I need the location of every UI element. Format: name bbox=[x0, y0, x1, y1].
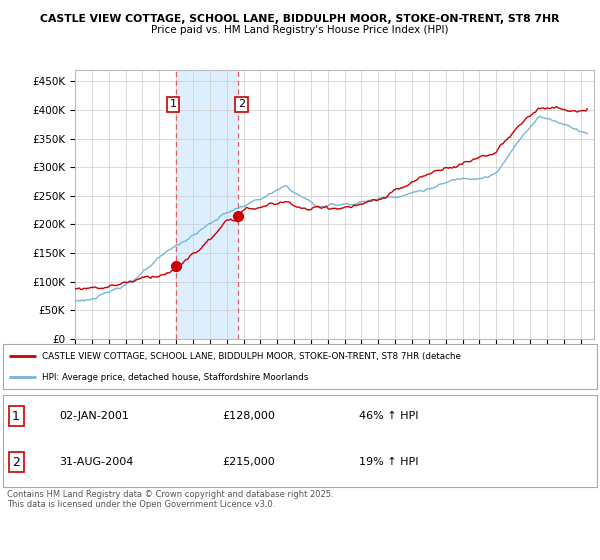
Text: HPI: Average price, detached house, Staffordshire Moorlands: HPI: Average price, detached house, Staf… bbox=[41, 372, 308, 381]
Text: CASTLE VIEW COTTAGE, SCHOOL LANE, BIDDULPH MOOR, STOKE-ON-TRENT, ST8 7HR: CASTLE VIEW COTTAGE, SCHOOL LANE, BIDDUL… bbox=[40, 14, 560, 24]
Text: CASTLE VIEW COTTAGE, SCHOOL LANE, BIDDULPH MOOR, STOKE-ON-TRENT, ST8 7HR (detach: CASTLE VIEW COTTAGE, SCHOOL LANE, BIDDUL… bbox=[41, 352, 460, 361]
Text: £215,000: £215,000 bbox=[223, 458, 275, 467]
Text: £128,000: £128,000 bbox=[223, 411, 275, 421]
Text: Contains HM Land Registry data © Crown copyright and database right 2025.
This d: Contains HM Land Registry data © Crown c… bbox=[7, 490, 334, 510]
Text: 1: 1 bbox=[169, 99, 176, 109]
Text: 1: 1 bbox=[12, 409, 20, 423]
Bar bbox=[176, 70, 238, 339]
Text: 02-JAN-2001: 02-JAN-2001 bbox=[59, 411, 130, 421]
Text: 31-AUG-2004: 31-AUG-2004 bbox=[59, 458, 134, 467]
Text: Price paid vs. HM Land Registry's House Price Index (HPI): Price paid vs. HM Land Registry's House … bbox=[151, 25, 449, 35]
Text: 19% ↑ HPI: 19% ↑ HPI bbox=[359, 458, 419, 467]
Text: 2: 2 bbox=[238, 99, 245, 109]
Text: 46% ↑ HPI: 46% ↑ HPI bbox=[359, 411, 419, 421]
Text: 2: 2 bbox=[12, 456, 20, 469]
